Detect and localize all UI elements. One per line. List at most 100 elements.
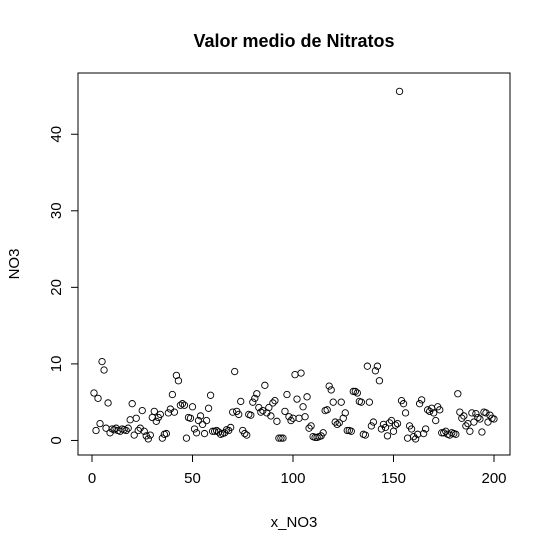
point xyxy=(476,415,484,423)
point xyxy=(347,427,355,435)
point xyxy=(456,408,464,416)
point xyxy=(269,399,277,407)
point xyxy=(188,403,197,411)
point xyxy=(333,420,341,429)
point xyxy=(148,413,156,422)
x-axis-label: x_NO3 xyxy=(271,514,318,531)
point xyxy=(389,427,398,435)
point xyxy=(150,407,158,416)
point xyxy=(369,418,378,426)
y-tick-label: 40 xyxy=(48,126,65,143)
point xyxy=(200,429,209,438)
point xyxy=(482,409,490,417)
point xyxy=(90,389,98,397)
point xyxy=(283,390,291,399)
point xyxy=(295,414,303,422)
point xyxy=(343,426,351,435)
point xyxy=(158,434,166,442)
point xyxy=(227,423,235,432)
point xyxy=(212,426,221,435)
point xyxy=(186,414,195,422)
point xyxy=(104,399,112,407)
point xyxy=(375,377,384,385)
x-tick-label: 150 xyxy=(381,470,406,487)
point xyxy=(279,434,287,442)
point xyxy=(176,401,185,409)
point xyxy=(287,416,295,425)
point xyxy=(307,422,315,430)
point xyxy=(180,401,189,409)
point xyxy=(130,431,138,439)
point xyxy=(190,425,199,433)
point xyxy=(490,415,498,423)
y-tick-label: 10 xyxy=(48,356,65,373)
point xyxy=(373,362,382,370)
point xyxy=(371,367,380,375)
point xyxy=(478,428,486,436)
point xyxy=(365,398,374,406)
point xyxy=(243,431,251,439)
point xyxy=(138,406,146,415)
x-tick-label: 200 xyxy=(481,470,506,487)
point xyxy=(198,420,207,429)
point xyxy=(144,435,152,443)
point xyxy=(299,403,307,411)
point xyxy=(128,400,136,408)
point xyxy=(253,390,261,398)
point xyxy=(152,417,160,425)
point xyxy=(331,418,339,426)
point xyxy=(323,406,331,414)
point xyxy=(261,381,269,389)
point xyxy=(319,429,327,437)
point xyxy=(401,409,410,417)
point xyxy=(273,417,281,425)
point xyxy=(325,382,333,390)
x-tick-label: 100 xyxy=(280,470,305,487)
point xyxy=(164,409,173,417)
point xyxy=(146,431,154,439)
y-tick-label: 0 xyxy=(48,436,65,444)
point xyxy=(407,425,416,433)
point xyxy=(393,419,402,428)
point xyxy=(472,410,480,418)
point xyxy=(415,400,424,408)
point xyxy=(387,416,396,425)
point xyxy=(470,418,478,426)
point xyxy=(241,429,249,438)
point xyxy=(403,434,412,442)
point xyxy=(301,413,309,421)
point xyxy=(247,411,255,419)
point xyxy=(329,398,337,406)
point xyxy=(357,398,365,406)
point xyxy=(349,387,357,396)
point xyxy=(162,429,171,438)
point xyxy=(411,435,420,443)
chart-title: Valor medio de Nitratos xyxy=(193,31,394,51)
point xyxy=(202,416,211,425)
point xyxy=(327,386,335,394)
point xyxy=(377,425,386,433)
point xyxy=(474,413,482,422)
point xyxy=(235,410,243,419)
point xyxy=(168,390,177,399)
point xyxy=(424,406,432,414)
point xyxy=(126,416,134,424)
point xyxy=(452,430,460,438)
point xyxy=(206,391,215,399)
point xyxy=(432,416,440,425)
point xyxy=(237,397,245,406)
point xyxy=(468,409,476,417)
point xyxy=(196,412,205,420)
point xyxy=(267,412,275,420)
point xyxy=(156,410,164,419)
point xyxy=(170,408,179,416)
point xyxy=(259,406,267,415)
point xyxy=(293,395,301,403)
point xyxy=(194,416,203,425)
point xyxy=(231,367,239,376)
point xyxy=(124,424,132,432)
point xyxy=(305,424,313,432)
y-axis-label: NO3 xyxy=(6,249,23,280)
point xyxy=(484,418,492,426)
